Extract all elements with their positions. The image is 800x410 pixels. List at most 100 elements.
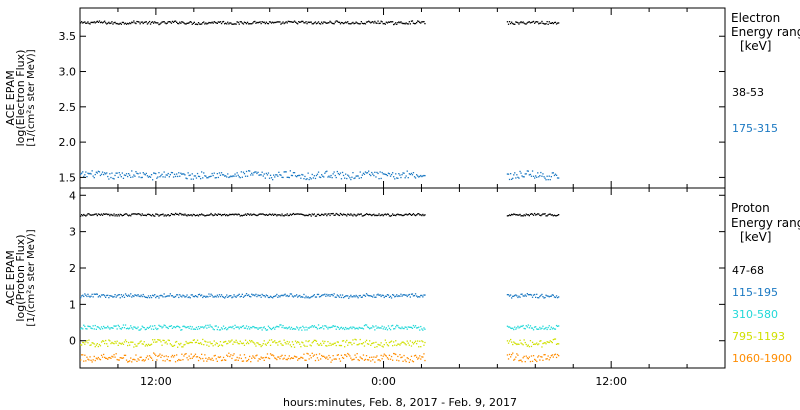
proton-series-310-580-point	[239, 326, 241, 328]
proton-series-795-1193-point	[232, 343, 234, 345]
electron-series-175-315-point	[250, 174, 252, 176]
proton-series-310-580-point	[558, 325, 560, 327]
proton-series-1060-1900-point	[372, 359, 374, 361]
proton-series-115-195-point	[270, 296, 273, 298]
proton-series-1060-1900-point	[214, 354, 216, 357]
electron-series-175-315-point	[532, 175, 535, 177]
electron-series-38-53-point	[344, 22, 346, 24]
proton-series-47-68-point	[554, 215, 557, 217]
proton-series-47-68-point	[530, 213, 533, 215]
proton-series-310-580-point	[256, 327, 258, 329]
proton-series-795-1193-point	[410, 345, 413, 347]
proton-series-1060-1900-point	[207, 358, 209, 360]
proton-series-795-1193-point	[88, 339, 90, 341]
proton-series-795-1193-point	[245, 342, 248, 345]
electron-series-38-53-point	[354, 22, 356, 24]
electron-series-38-53-point	[423, 21, 425, 23]
proton-series-310-580-point	[177, 325, 179, 327]
proton-legend-795-1193: 795-1193	[732, 330, 785, 343]
proton-series-115-195-point	[106, 294, 108, 297]
electron-series-38-53-point	[91, 21, 93, 23]
proton-series-47-68-point	[347, 213, 349, 215]
electron-series-175-315-point	[208, 176, 210, 178]
proton-series-795-1193-point	[324, 340, 326, 343]
electron-series-175-315-point	[218, 172, 221, 174]
proton-series-795-1193-point	[404, 343, 406, 345]
proton-series-47-68-point	[157, 214, 159, 216]
proton-series-310-580-point	[261, 329, 263, 331]
electron-legend-header: Electron	[731, 11, 780, 25]
proton-series-310-580-point	[176, 325, 178, 328]
electron-series-38-53-point	[304, 22, 306, 24]
proton-series-310-580-point	[232, 325, 234, 328]
proton-series-310-580-point	[165, 326, 167, 328]
proton-series-1060-1900-point	[523, 355, 525, 358]
proton-series-1060-1900-point	[337, 354, 339, 356]
proton-series-1060-1900-point	[369, 356, 371, 359]
proton-series-310-580-point	[136, 327, 138, 330]
electron-series-38-53-point	[402, 22, 404, 25]
electron-series-38-53-point	[225, 22, 227, 24]
electron-series-38-53-point	[142, 22, 144, 25]
proton-series-795-1193-point	[186, 342, 188, 344]
proton-series-1060-1900-point	[382, 355, 384, 357]
proton-series-795-1193-point	[344, 346, 346, 348]
proton-series-310-580-point	[337, 326, 339, 329]
proton-ylabel-line: ACE EPAM	[4, 250, 17, 305]
proton-series-310-580-point	[378, 327, 380, 329]
proton-series-310-580-point	[204, 326, 206, 328]
proton-series-115-195-point	[530, 294, 533, 296]
electron-series-175-315-point	[417, 175, 419, 177]
proton-series-310-580-point	[382, 328, 384, 330]
proton-series-115-195-point	[198, 293, 201, 295]
electron-series-175-315-point	[122, 177, 125, 179]
electron-series-175-315-point	[138, 176, 140, 178]
electron-series-175-315-point	[144, 174, 146, 176]
proton-series-47-68-point	[264, 214, 266, 216]
proton-series-47-68-point	[531, 213, 534, 215]
proton-series-1060-1900-point	[86, 356, 88, 358]
proton-series-47-68-point	[89, 214, 91, 216]
proton-series-795-1193-point	[156, 341, 158, 343]
proton-series-1060-1900-point	[154, 353, 156, 355]
proton-series-795-1193-point	[93, 343, 95, 345]
electron-series-175-315-point	[348, 175, 350, 177]
proton-series-795-1193-point	[210, 343, 212, 345]
proton-series-47-68-point	[179, 212, 181, 215]
proton-series-47-68-point	[169, 214, 171, 217]
proton-series-795-1193-point	[282, 344, 284, 346]
proton-series-795-1193-point	[359, 338, 361, 341]
proton-series-310-580-point	[193, 328, 195, 330]
proton-series-47-68-point	[176, 213, 178, 215]
x-axis-title: hours:minutes, Feb. 8, 2017 - Feb. 9, 20…	[283, 396, 517, 409]
proton-series-1060-1900-point	[365, 355, 368, 357]
proton-series-115-195-point	[393, 294, 395, 296]
proton-series-310-580-point	[405, 326, 407, 328]
proton-series-310-580-point	[330, 326, 332, 328]
proton-series-1060-1900-point	[528, 356, 530, 358]
proton-series-795-1193-point	[87, 342, 89, 344]
electron-series-38-53-point	[117, 23, 119, 25]
proton-series-1060-1900-point	[258, 358, 260, 360]
proton-series-115-195-point	[305, 295, 307, 297]
electron-series-175-315-point	[206, 177, 208, 179]
proton-series-47-68-point	[516, 214, 518, 216]
electron-series-175-315-point	[241, 176, 243, 178]
proton-series-115-195-point	[548, 296, 550, 298]
proton-series-1060-1900-point	[202, 357, 204, 360]
electron-series-38-53-point	[100, 21, 103, 23]
proton-series-1060-1900-point	[530, 355, 533, 357]
electron-series-38-53-point	[365, 21, 368, 23]
electron-series-175-315-point	[544, 177, 546, 179]
electron-series-38-53-point	[240, 21, 242, 23]
proton-series-1060-1900-point	[520, 359, 522, 361]
proton-series-47-68-point	[146, 213, 149, 216]
electron-series-175-315-point	[521, 175, 523, 177]
proton-series-1060-1900-point	[239, 354, 241, 356]
electron-series-38-53-point	[311, 23, 313, 25]
proton-series-1060-1900-point	[109, 356, 111, 359]
electron-series-38-53-point	[420, 22, 422, 24]
proton-series-47-68-point	[331, 213, 333, 215]
proton-series-310-580-point	[353, 326, 355, 329]
